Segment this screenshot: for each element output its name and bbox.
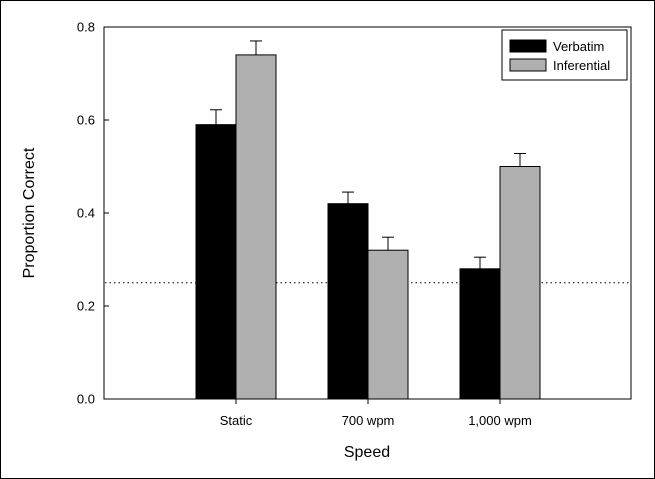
x-axis-title: Speed (344, 444, 390, 461)
y-tick-label: 0.6 (77, 113, 95, 128)
y-axis-ticks: 0.0 0.2 0.4 0.6 0.8 (77, 20, 109, 407)
x-tick-label: 700 wpm (342, 413, 395, 428)
bar-verbatim-0 (195, 124, 237, 400)
y-tick-label: 0.2 (77, 299, 95, 314)
bars (195, 40, 541, 400)
y-tick-label: 0.0 (77, 392, 95, 407)
legend-label-verbatim: Verbatim (553, 39, 604, 54)
bar-verbatim-2 (459, 268, 501, 400)
x-tick-label: 1,000 wpm (468, 413, 532, 428)
bar-verbatim-1 (327, 203, 369, 400)
bar-inferential-0 (235, 54, 277, 400)
x-axis-ticks: Static 700 wpm 1,000 wpm (220, 399, 532, 428)
bar-inferential-1 (367, 249, 409, 400)
legend: Verbatim Inferential (501, 29, 628, 81)
bar-inferential-2 (499, 166, 541, 400)
legend-label-inferential: Inferential (553, 58, 610, 73)
legend-box (501, 29, 628, 81)
y-axis-title: Proportion Correct (21, 147, 38, 278)
y-tick-label: 0.8 (77, 20, 95, 35)
x-tick-label: Static (220, 413, 253, 428)
legend-swatch-inferential (509, 58, 547, 72)
y-tick-label: 0.4 (77, 206, 95, 221)
legend-swatch-verbatim (509, 39, 547, 53)
